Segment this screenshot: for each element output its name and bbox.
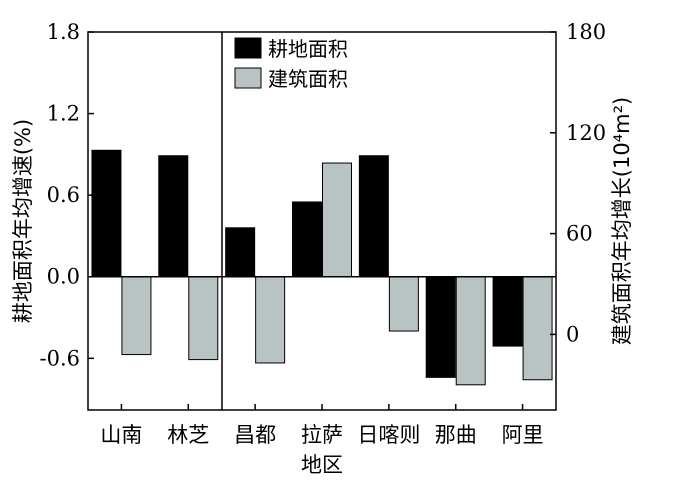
bar-cropland-4	[358, 155, 389, 278]
legend-label-building: 建筑面积	[268, 67, 348, 91]
bar-cropland-1	[158, 155, 189, 278]
category-label-5: 那曲	[435, 423, 477, 447]
right-axis-ticks: 180 120 60 0	[550, 20, 606, 346]
legend-swatch-cropland	[234, 37, 262, 59]
y2-axis-title: 建筑面积年均增长(10⁴m²)	[610, 97, 634, 345]
category-label-0: 山南	[100, 423, 142, 447]
category-label-2: 昌都	[234, 423, 276, 447]
category-label-4: 日喀则	[357, 423, 420, 447]
bar-building-0	[121, 276, 152, 356]
legend-label-cropland: 耕地面积	[268, 37, 348, 61]
bar-cropland-6	[492, 276, 523, 347]
category-label-6: 阿里	[502, 423, 544, 447]
bar-building-4	[388, 276, 419, 332]
y-axis-title: 耕地面积年均增速(%)	[11, 119, 35, 323]
bar-building-5	[455, 276, 486, 386]
right-tick-label-3: 0	[566, 322, 579, 346]
left-tick-label-3: 0.0	[47, 265, 80, 289]
legend: 耕地面积 建筑面积	[234, 37, 348, 91]
right-tick-label-0: 180	[566, 20, 606, 44]
x-axis-title: 地区	[301, 453, 343, 477]
bar-cropland-2	[225, 227, 256, 278]
left-tick-label-0: 1.8	[47, 20, 80, 44]
bar-building-2	[255, 276, 286, 364]
bar-building-1	[188, 276, 219, 361]
bar-cropland-0	[91, 149, 122, 278]
category-label-1: 林芝	[167, 423, 209, 447]
cropland-bars	[91, 149, 523, 378]
left-tick-label-4: -0.6	[40, 346, 81, 370]
category-label-3: 拉萨	[301, 423, 343, 447]
bar-building-6	[522, 276, 553, 381]
category-labels: 山南 林芝 昌都 拉萨 日喀则 那曲 阿里	[100, 404, 544, 447]
right-tick-label-2: 60	[566, 222, 593, 246]
bar-cropland-3	[292, 201, 322, 278]
left-axis-ticks: 1.8 1.2 0.6 0.0 -0.6	[40, 20, 94, 370]
bar-cropland-5	[425, 276, 456, 378]
legend-swatch-building	[234, 67, 262, 89]
left-tick-label-2: 0.6	[47, 183, 80, 207]
right-tick-label-1: 120	[566, 121, 606, 145]
bar-building-3	[322, 162, 352, 278]
left-tick-label-1: 1.2	[47, 102, 80, 126]
